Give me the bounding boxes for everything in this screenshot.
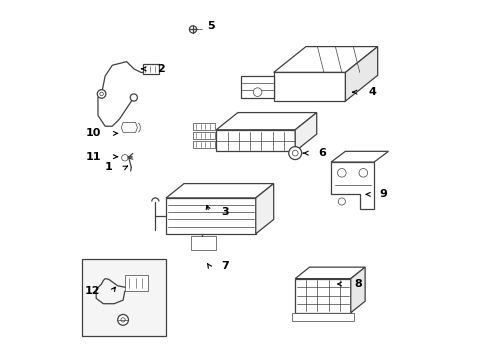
Polygon shape: [274, 72, 345, 101]
Circle shape: [130, 94, 137, 101]
Polygon shape: [274, 46, 378, 72]
Text: 11: 11: [86, 152, 101, 162]
Polygon shape: [331, 151, 389, 162]
Circle shape: [121, 318, 125, 322]
Circle shape: [359, 168, 368, 177]
Text: 1: 1: [104, 162, 112, 172]
Polygon shape: [331, 162, 374, 209]
Polygon shape: [216, 113, 317, 130]
Bar: [143, 64, 159, 74]
Circle shape: [293, 150, 298, 156]
Polygon shape: [166, 198, 256, 234]
Bar: [292, 313, 354, 320]
Bar: [193, 132, 215, 139]
Circle shape: [190, 26, 196, 33]
Text: 4: 4: [368, 87, 377, 97]
Text: 2: 2: [157, 64, 165, 74]
Circle shape: [289, 147, 302, 159]
Polygon shape: [295, 279, 351, 313]
Bar: [193, 123, 215, 130]
Polygon shape: [166, 184, 274, 198]
Text: 6: 6: [318, 148, 326, 158]
Circle shape: [118, 315, 128, 325]
Polygon shape: [345, 46, 378, 101]
Text: 8: 8: [354, 279, 362, 289]
Polygon shape: [295, 267, 365, 279]
Polygon shape: [295, 113, 317, 151]
Circle shape: [338, 168, 346, 177]
Circle shape: [122, 154, 128, 161]
Bar: [125, 275, 148, 291]
Polygon shape: [256, 184, 274, 234]
Text: 3: 3: [221, 207, 229, 217]
Text: 7: 7: [221, 261, 229, 271]
Polygon shape: [216, 130, 295, 151]
Bar: [82, 259, 166, 336]
Bar: [193, 141, 215, 148]
Circle shape: [100, 92, 103, 96]
Circle shape: [338, 198, 345, 205]
Text: 10: 10: [86, 129, 101, 138]
Text: 9: 9: [379, 189, 388, 199]
Polygon shape: [122, 123, 137, 132]
Polygon shape: [351, 267, 365, 313]
Circle shape: [97, 90, 106, 98]
Circle shape: [253, 88, 262, 96]
Text: 5: 5: [207, 21, 215, 31]
Text: 12: 12: [84, 286, 100, 296]
Polygon shape: [242, 76, 274, 98]
Bar: [191, 235, 216, 250]
